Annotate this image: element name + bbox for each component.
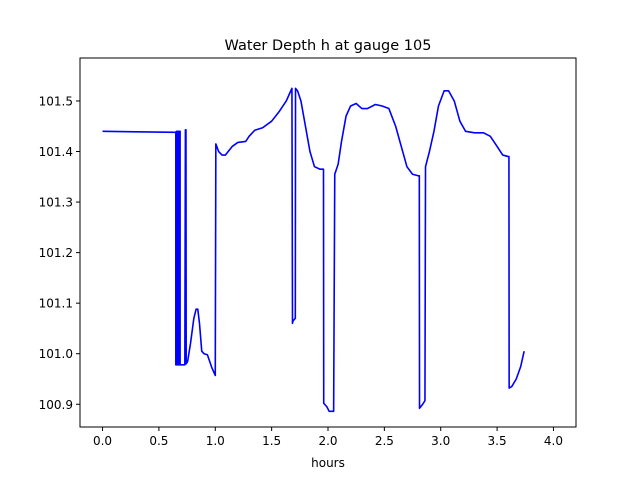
x-axis: 0.0 0.5 1.0 1.5 2.0 2.5 3.0 3.5 4.0 xyxy=(93,427,563,448)
y-tick-label: 100.9 xyxy=(39,398,73,412)
y-tick-label: 101.1 xyxy=(39,297,73,311)
x-tick-label: 2.0 xyxy=(318,434,337,448)
x-tick-label: 3.0 xyxy=(431,434,450,448)
x-tick-label: 4.0 xyxy=(544,434,563,448)
y-tick-label: 101.3 xyxy=(39,196,73,210)
chart-title: Water Depth h at gauge 105 xyxy=(225,38,432,54)
y-tick-label: 101.0 xyxy=(39,347,73,361)
x-tick-label: 1.0 xyxy=(206,434,225,448)
x-tick-label: 1.5 xyxy=(262,434,281,448)
series-line-0 xyxy=(102,87,525,413)
y-tick-label: 101.2 xyxy=(39,246,73,260)
x-tick-label: 3.5 xyxy=(488,434,507,448)
x-tick-label: 0.5 xyxy=(149,434,168,448)
y-axis: 100.9 101.0 101.1 101.2 101.3 101.4 101.5 xyxy=(39,94,80,412)
x-tick-label: 0.0 xyxy=(93,434,112,448)
plot-area xyxy=(102,87,525,413)
x-tick-label: 2.5 xyxy=(375,434,394,448)
x-axis-label: hours xyxy=(311,456,345,470)
y-tick-label: 101.4 xyxy=(39,145,73,159)
y-tick-label: 101.5 xyxy=(39,94,73,108)
